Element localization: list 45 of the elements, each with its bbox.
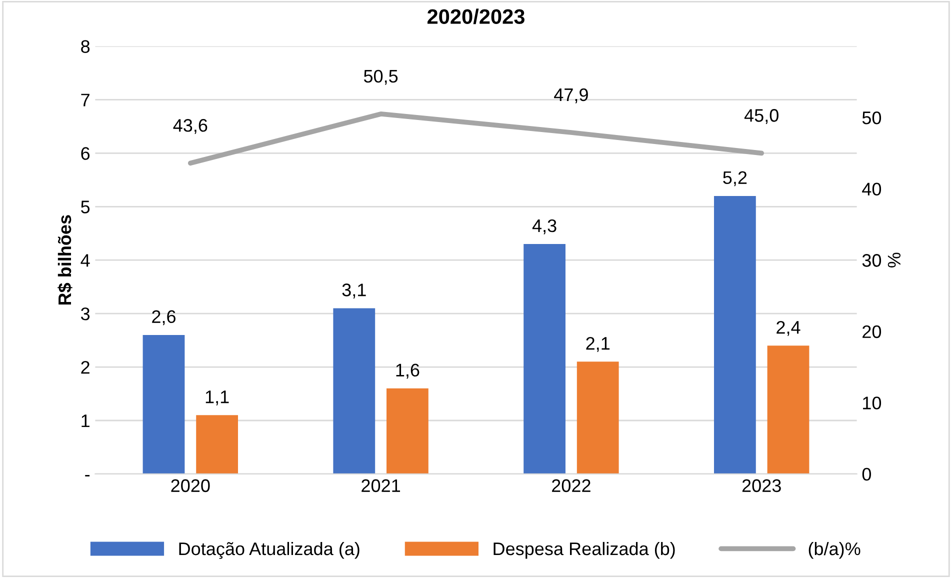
bar xyxy=(767,346,810,474)
bar xyxy=(714,196,756,474)
bar xyxy=(196,415,238,474)
y2-tick-label: 20 xyxy=(862,325,882,338)
legend-label: (b/a)% xyxy=(808,542,860,559)
legend-label: Dotação Atualizada (a) xyxy=(179,542,360,559)
x-tick-label: 2020 xyxy=(171,479,210,492)
y-axis-title: R$ bilhões xyxy=(58,215,72,305)
y2-tick-label: 40 xyxy=(862,182,882,196)
data-label: 1,1 xyxy=(206,390,229,406)
y2-tick-label: 30 xyxy=(862,254,882,267)
data-label: 47,9 xyxy=(554,88,588,104)
x-tick-label: 2022 xyxy=(552,479,590,492)
bar xyxy=(524,244,566,474)
y-tick-label: 5 xyxy=(81,200,90,214)
data-label: 43,6 xyxy=(173,119,208,134)
y-tick-label: 2 xyxy=(81,360,90,374)
y-tick-label: 8 xyxy=(81,40,90,53)
bar xyxy=(386,388,428,474)
y-tick-label: 7 xyxy=(81,94,90,106)
y2-tick-label: 50 xyxy=(862,111,882,124)
y-tick-label: 1 xyxy=(82,414,90,428)
legend-label: Despesa Realizada (b) xyxy=(494,542,675,559)
data-label: 2,6 xyxy=(152,310,176,326)
bar xyxy=(333,308,376,474)
y2-tick-label: 0 xyxy=(862,468,871,481)
data-label: 1,6 xyxy=(396,364,420,379)
y2-tick-label: 10 xyxy=(863,396,882,410)
data-label: 2,1 xyxy=(586,336,610,352)
y-tick-label: 6 xyxy=(81,147,90,160)
x-tick-label: 2023 xyxy=(742,479,781,492)
y-tick-label: 4 xyxy=(80,254,90,267)
x-tick-label: 2021 xyxy=(362,479,400,492)
y-tick-label: 3 xyxy=(80,308,90,320)
y2-axis-title: % xyxy=(888,252,900,268)
data-label: 50,5 xyxy=(364,70,398,85)
data-label: 4,3 xyxy=(532,219,556,234)
data-label: 45,0 xyxy=(744,109,778,124)
data-label: 3,1 xyxy=(342,284,366,298)
bar xyxy=(576,362,619,474)
y-tick-label: - xyxy=(85,475,90,476)
data-label: 2,4 xyxy=(776,320,800,336)
bar xyxy=(142,334,185,474)
data-label: 5,2 xyxy=(723,171,747,186)
chart-title: 2020/2023 xyxy=(427,8,524,24)
